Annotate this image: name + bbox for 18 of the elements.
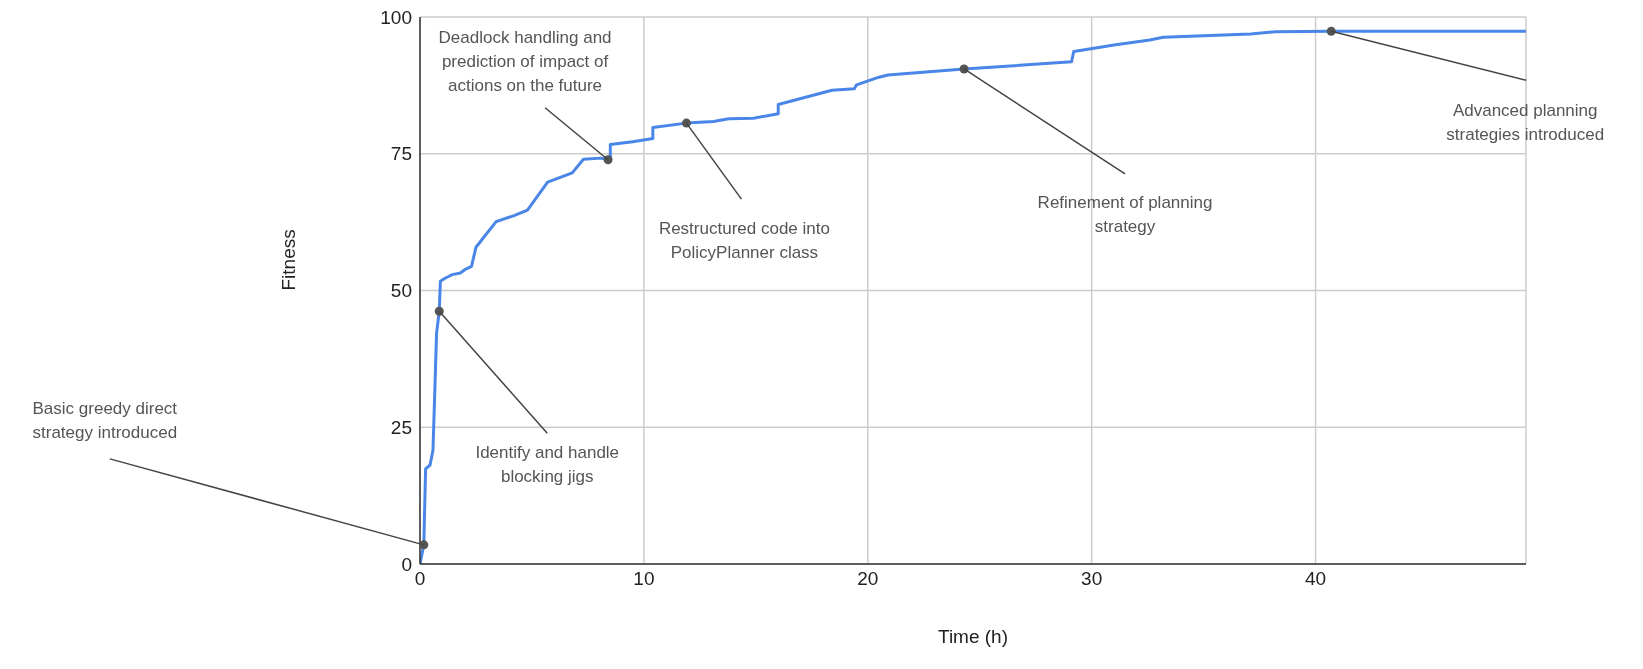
annotation: Identify and handle blocking jigs: [475, 442, 620, 486]
y-tick-label: 50: [390, 280, 412, 302]
annotation: Advanced planning strategies introduced: [1446, 100, 1605, 144]
y-tick-label: 0: [401, 553, 412, 575]
annotation: Basic greedy direct strategy introduced: [32, 399, 178, 443]
y-tick-label: 25: [390, 416, 412, 438]
annotation: Restructured code into PolicyPlanner class: [658, 218, 830, 262]
annotation: Deadlock handling and prediction of impact of actions on the future: [438, 28, 612, 96]
x-axis-title: Time (h): [937, 626, 1009, 647]
x-tick-label: 40: [1304, 568, 1327, 590]
annotation: Refinement of planning strategy: [1037, 193, 1213, 237]
x-tick-label: 10: [633, 568, 655, 590]
x-tick-label: 20: [857, 568, 879, 590]
x-tick-label: 0: [414, 568, 426, 590]
x-tick-label: 30: [1081, 568, 1103, 590]
y-tick-label: 75: [390, 143, 412, 165]
y-tick-label: 100: [380, 6, 412, 28]
y-axis-title: Fitness: [277, 229, 299, 291]
